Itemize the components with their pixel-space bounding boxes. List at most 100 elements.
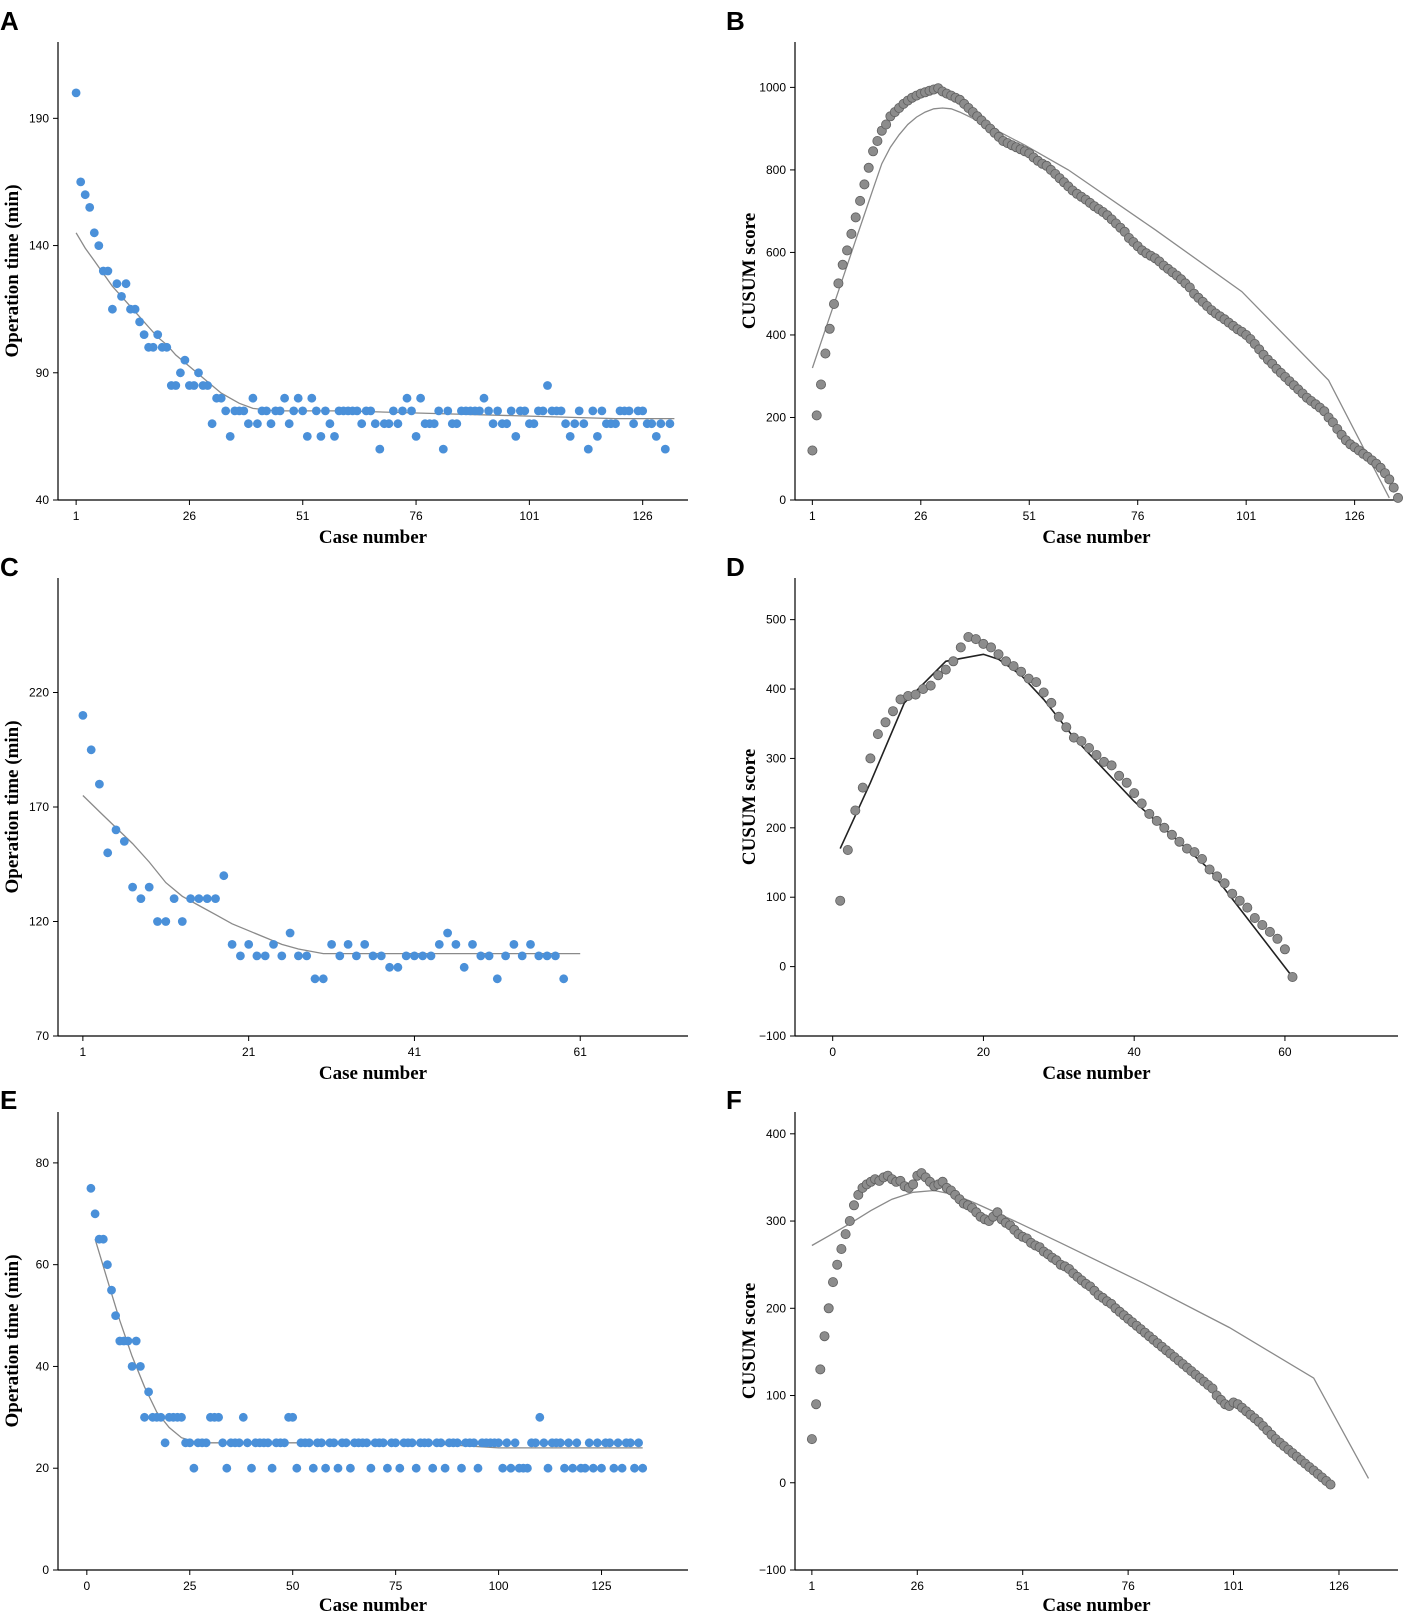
y-tick-label: 20: [36, 1461, 50, 1475]
data-point: [71, 88, 81, 98]
data-point: [107, 1285, 116, 1295]
data-point: [597, 406, 607, 416]
data-point: [424, 1438, 433, 1448]
data-point: [263, 1438, 273, 1448]
data-point: [543, 381, 552, 390]
data-point: [103, 1260, 112, 1270]
data-point: [638, 406, 648, 416]
data-point: [368, 951, 378, 961]
data-point: [1031, 677, 1042, 688]
data-point: [588, 406, 598, 416]
data-point: [484, 406, 493, 416]
data-point: [171, 381, 181, 390]
data-point: [221, 406, 231, 416]
data-point: [280, 393, 289, 403]
data-point: [383, 1463, 392, 1473]
data-point: [366, 406, 376, 416]
data-point: [835, 895, 846, 906]
data-point: [307, 393, 317, 403]
data-point: [201, 1438, 211, 1448]
y-tick-label: 140: [29, 239, 49, 253]
data-point: [529, 419, 539, 429]
data-point: [407, 406, 416, 416]
data-point: [910, 689, 921, 700]
data-point: [829, 298, 840, 309]
data-point: [139, 330, 149, 339]
y-axis-title: Operation time (min): [2, 184, 23, 357]
data-point: [376, 951, 386, 961]
data-point: [357, 419, 367, 429]
data-point: [570, 419, 580, 429]
data-point: [302, 951, 312, 961]
data-point: [823, 1303, 834, 1314]
data-point: [1219, 878, 1230, 889]
data-point: [277, 951, 287, 961]
data-point: [284, 419, 294, 429]
y-axis-title: CUSUM score: [739, 213, 760, 329]
data-point: [103, 848, 113, 858]
data-point: [1129, 788, 1140, 799]
y-tick-label: 0: [42, 1563, 49, 1577]
data-point: [629, 419, 638, 429]
data-point: [438, 444, 448, 454]
data-point: [837, 259, 848, 270]
data-point: [112, 279, 122, 289]
data-point: [493, 406, 502, 416]
data-point: [144, 882, 154, 892]
data-point: [510, 1438, 520, 1448]
y-tick-label: −100: [759, 1563, 786, 1577]
data-point: [1166, 829, 1177, 840]
data-point: [626, 1438, 635, 1448]
data-point: [234, 1438, 244, 1448]
data-point: [1159, 822, 1170, 833]
x-tick-label: 40: [1128, 1045, 1142, 1059]
data-point: [579, 419, 589, 429]
data-point: [865, 753, 876, 764]
data-point: [908, 1179, 919, 1190]
data-point: [880, 717, 891, 728]
data-point: [531, 1438, 540, 1448]
panel-letter-d: D: [726, 552, 745, 582]
data-point: [1204, 864, 1215, 875]
data-point: [98, 1234, 108, 1244]
x-tick-label: 76: [1131, 509, 1145, 523]
data-point: [177, 917, 187, 926]
data-point: [389, 406, 398, 416]
data-point: [411, 432, 421, 441]
y-tick-label: 40: [36, 493, 50, 507]
y-axis-title: CUSUM score: [739, 1283, 760, 1399]
data-point: [411, 1463, 421, 1473]
data-point: [925, 680, 936, 691]
data-point: [539, 1438, 549, 1448]
data-point: [176, 368, 185, 378]
data-point: [1016, 666, 1027, 677]
data-point: [863, 162, 874, 173]
y-tick-label: 200: [766, 1301, 786, 1315]
data-point: [103, 266, 113, 276]
data-point: [832, 1259, 843, 1270]
data-point: [236, 951, 245, 961]
x-tick-label: 26: [183, 509, 197, 523]
y-tick-label: 120: [29, 915, 49, 929]
y-tick-label: 190: [29, 111, 49, 125]
data-point: [846, 228, 857, 239]
data-point: [479, 393, 489, 403]
data-point: [535, 1412, 545, 1422]
panel-letter-f: F: [726, 1085, 742, 1115]
x-tick-label: 50: [286, 1579, 300, 1593]
data-point: [186, 894, 196, 903]
data-point: [76, 177, 86, 187]
data-point: [617, 1463, 627, 1473]
data-point: [868, 146, 879, 157]
data-point: [556, 406, 566, 416]
data-point: [90, 1209, 100, 1219]
data-point: [824, 323, 835, 334]
y-axis-title: CUSUM score: [739, 749, 760, 865]
fit-line: [839, 653, 1294, 978]
data-point: [117, 292, 126, 301]
fit-line: [75, 232, 675, 420]
data-point: [833, 278, 844, 289]
y-tick-label: 70: [36, 1029, 50, 1043]
x-tick-label: 100: [489, 1579, 509, 1593]
